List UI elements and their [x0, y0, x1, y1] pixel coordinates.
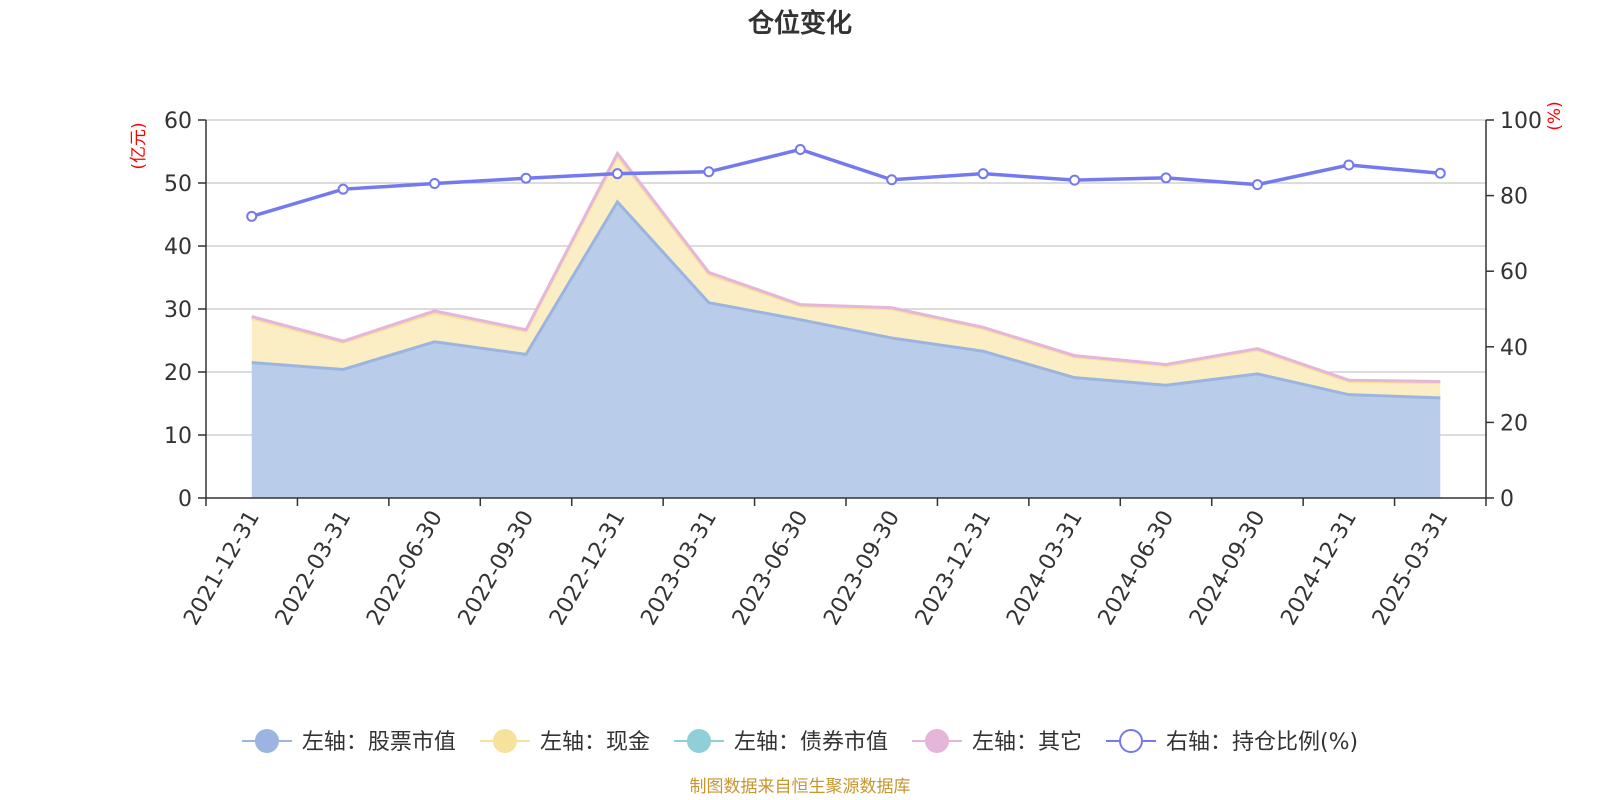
area-stock	[251, 201, 1441, 498]
ratio-point	[977, 168, 989, 180]
x-axis-tick-label: 2023-09-30	[819, 507, 905, 630]
legend-marker	[492, 729, 517, 753]
x-axis-tick-label: 2022-06-30	[362, 507, 448, 630]
left-axis-unit: (亿元)	[129, 122, 149, 169]
legend-label: 左轴：其它	[972, 730, 1082, 755]
series-line-ratio	[251, 147, 1441, 219]
right-axis-tick-label: 20	[1500, 411, 1528, 436]
data-source-note: 制图数据来自恒生聚源数据库	[690, 777, 911, 797]
ratio-point	[794, 143, 806, 155]
ratio-point	[1069, 174, 1081, 186]
ratio-point	[520, 172, 532, 184]
legend-item: 左轴：其它	[911, 729, 1082, 755]
x-axis-tick-label: 2024-03-31	[1002, 507, 1088, 630]
x-axis-tick-label: 2023-06-30	[728, 507, 814, 630]
x-axis-tick-label: 2022-09-30	[454, 507, 540, 630]
left-axis-tick-label: 20	[164, 361, 192, 386]
ratio-point	[246, 210, 258, 222]
left-axis-tick-label: 60	[164, 109, 192, 134]
right-axis-unit: (%)	[1545, 101, 1565, 130]
legend-item: 左轴：现金	[479, 729, 650, 755]
ratio-point	[1343, 159, 1355, 171]
right-axis-tick-label: 100	[1500, 109, 1542, 134]
ratio-point	[1160, 172, 1172, 184]
legend-label: 左轴：债券市值	[734, 730, 888, 755]
left-axis-tick-label: 0	[178, 487, 192, 512]
ratio-point	[1251, 179, 1263, 191]
legend-marker	[1118, 729, 1143, 753]
left-axis-tick-label: 50	[164, 172, 192, 197]
series-line-stock	[251, 199, 1441, 400]
right-axis-tick-label: 60	[1500, 260, 1528, 285]
x-axis-tick-label: 2025-03-31	[1368, 507, 1454, 630]
left-axis-tick-label: 30	[164, 298, 192, 323]
ratio-point	[703, 166, 715, 178]
left-axis-tick-label: 40	[164, 235, 192, 260]
ratio-point	[1434, 167, 1446, 179]
ratio-point	[337, 183, 349, 195]
line-series	[246, 143, 1446, 400]
left-axis-tick-label: 10	[164, 424, 192, 449]
x-axis-tick-label: 2022-12-31	[545, 507, 631, 630]
x-axis-tick-label: 2022-03-31	[271, 507, 357, 630]
x-axis-tick-label: 2023-12-31	[911, 507, 997, 630]
x-axis-tick-label: 2021-12-31	[179, 507, 265, 630]
x-axis-tick-label: 2023-03-31	[636, 507, 722, 630]
ratio-point	[429, 178, 441, 190]
legend: 左轴：股票市值 左轴：现金 左轴：债券市值 左轴：其它 右轴：持仓比例(%)	[241, 729, 1358, 755]
legend-item: 左轴：股票市值	[241, 729, 456, 755]
legend-marker	[686, 729, 711, 753]
x-axis-tick-label: 2024-09-30	[1185, 507, 1271, 630]
series-line-other	[251, 150, 1441, 383]
legend-label: 右轴：持仓比例(%)	[1166, 730, 1358, 755]
right-axis-tick-label: 80	[1500, 185, 1528, 210]
legend-item: 右轴：持仓比例(%)	[1105, 729, 1358, 755]
legend-label: 左轴：现金	[540, 730, 650, 755]
ratio-point	[886, 174, 898, 186]
chart-title: 仓位变化	[747, 8, 852, 39]
legend-item: 左轴：债券市值	[673, 729, 888, 755]
x-axis-tick-label: 2024-12-31	[1276, 507, 1362, 630]
legend-label: 左轴：股票市值	[302, 730, 456, 755]
area-cash	[251, 155, 1441, 398]
right-axis-tick-label: 0	[1500, 487, 1514, 512]
ratio-point	[611, 168, 623, 180]
right-axis-tick-label: 40	[1500, 336, 1528, 361]
legend-marker	[254, 729, 279, 753]
area-series	[251, 153, 1441, 498]
legend-marker	[924, 729, 949, 753]
x-axis-tick-label: 2024-06-30	[1094, 507, 1180, 630]
